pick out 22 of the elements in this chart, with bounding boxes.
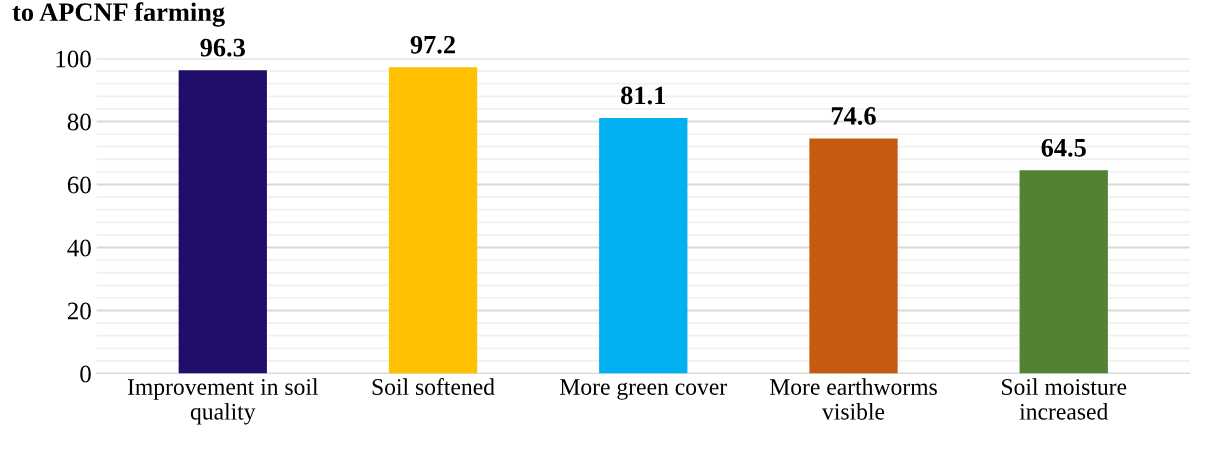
data-label: 74.6: [831, 107, 876, 125]
y-tick-label: 40: [67, 239, 91, 257]
x-tick-label: More earthworms visible: [769, 378, 937, 420]
bar: [178, 70, 267, 374]
data-label: 96.3: [200, 38, 245, 57]
y-tick-label: 60: [67, 176, 91, 194]
bar: [599, 118, 688, 374]
chart-title: to APCNF farming: [12, 2, 225, 27]
data-label: 81.1: [621, 86, 665, 105]
x-tick-label: Soil softened: [372, 378, 495, 395]
x-tick-label: Improvement in soil quality: [127, 378, 319, 425]
bar: [1019, 170, 1108, 374]
x-tick-label: More green cover: [560, 379, 727, 400]
y-tick-label: 80: [67, 113, 91, 131]
y-tick-label: 0: [80, 365, 91, 383]
bar: [388, 67, 478, 374]
data-label: 64.5: [1041, 138, 1086, 157]
y-tick-label: 100: [56, 50, 91, 68]
y-tick-label: 20: [67, 302, 91, 320]
x-tick-label: Soil moisture increased: [1002, 378, 1127, 420]
data-label: 97.2: [410, 35, 455, 54]
bar: [809, 138, 898, 374]
